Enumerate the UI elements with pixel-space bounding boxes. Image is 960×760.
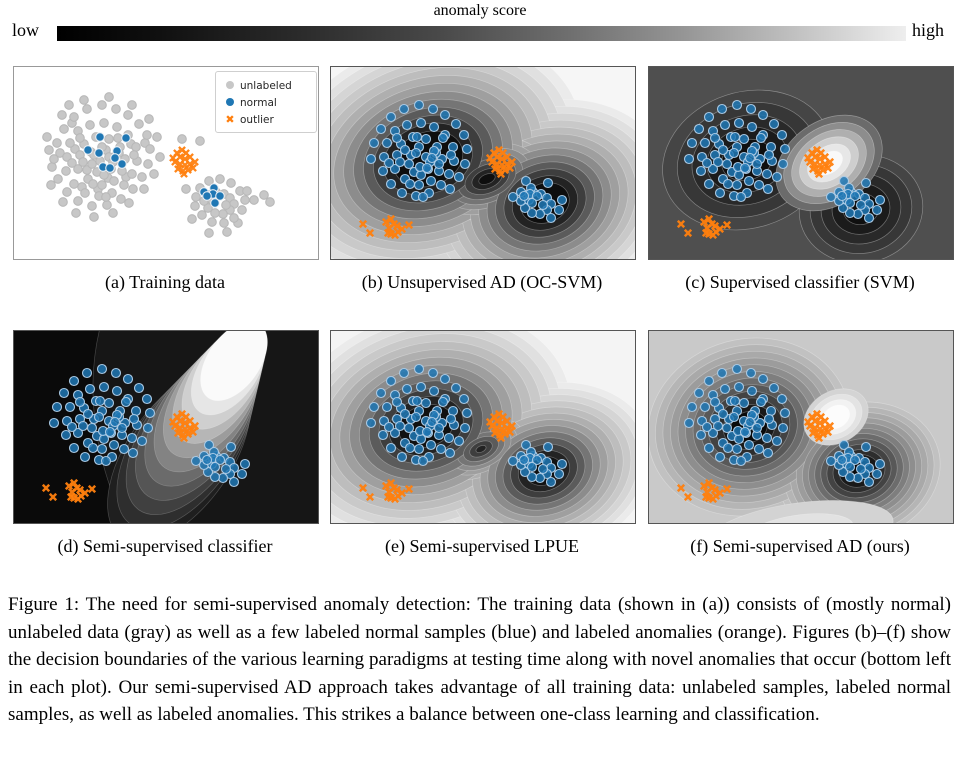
colorbar-title: anomaly score <box>433 2 527 19</box>
legend-label-normal: normal <box>240 96 277 109</box>
subcaption-a: (a) Training data <box>105 272 225 292</box>
panel-f-plot <box>649 331 953 523</box>
panel-e-plot <box>331 331 635 523</box>
subcaption-b: (b) Unsupervised AD (OC-SVM) <box>361 272 603 292</box>
panel-b-unsupervised-ocsvm <box>330 66 636 260</box>
subcaption-c: (c) Supervised classifier (SVM) <box>685 272 915 292</box>
figure-caption: Figure 1: The need for semi-supervised a… <box>8 594 951 726</box>
panel-e-semisupervised-lpue <box>330 330 636 524</box>
panel-d-plot <box>14 331 318 523</box>
outlier-marker-icon: ✖ <box>225 112 235 126</box>
legend-item-outlier: ✖ outlier <box>220 111 312 128</box>
legend-label-unlabeled: unlabeled <box>240 79 292 92</box>
panel-f-semisupervised-ad <box>648 330 954 524</box>
subcaption-f: (f) Semi-supervised AD (ours) <box>690 536 910 556</box>
panel-c-supervised-svm <box>648 66 954 260</box>
colorbar-high-label: high <box>912 20 945 40</box>
colorbar-gradient <box>57 26 906 41</box>
colorbar-low-label: low <box>12 20 39 40</box>
unlabeled-marker-icon <box>220 80 240 92</box>
subcaption-e: (e) Semi-supervised LPUE <box>385 536 579 556</box>
legend-item-unlabeled: unlabeled <box>220 77 312 94</box>
legend-box: unlabeled normal ✖ outlier <box>215 71 317 133</box>
panel-c-plot <box>649 67 953 259</box>
normal-marker-icon <box>220 97 240 109</box>
panel-b-plot <box>331 67 635 259</box>
panel-d-semsupervised-classifier <box>13 330 319 524</box>
panel-a-training-data: unlabeled normal ✖ outlier <box>13 66 319 260</box>
subcaption-d: (d) Semi-supervised classifier <box>57 536 273 556</box>
legend-item-normal: normal <box>220 94 312 111</box>
legend-label-outlier: outlier <box>240 113 274 126</box>
